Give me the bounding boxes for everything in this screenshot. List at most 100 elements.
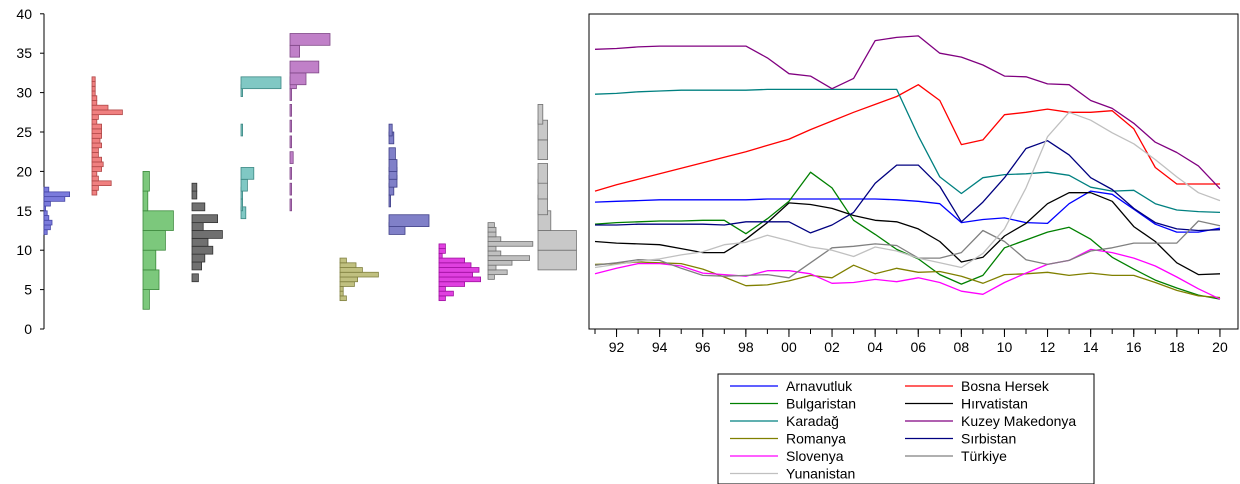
line-series-slovenya <box>594 248 1221 300</box>
histogram-bar <box>43 215 50 221</box>
histogram-bar <box>487 241 534 247</box>
x-tick-label: 14 <box>1083 339 1099 355</box>
histogram-bar <box>91 189 98 196</box>
histogram-bar <box>339 267 363 273</box>
histogram-bar <box>438 252 443 259</box>
line-series-turkiye <box>594 220 1221 279</box>
histogram-bar <box>487 260 513 266</box>
histogram-bar <box>240 206 247 220</box>
legend-item-bosna-hersek: Bosna Hersek <box>905 378 1050 394</box>
histogram-bar <box>388 214 430 227</box>
line-chart-frame <box>588 13 1239 330</box>
histogram-sirbistan <box>388 123 430 235</box>
histogram-bar <box>91 76 96 82</box>
histogram-bar <box>91 85 96 92</box>
histogram-bar <box>43 200 51 207</box>
histogram-y-tick-label: 20 <box>16 163 32 179</box>
histogram-bar <box>142 230 166 251</box>
legend-item-sirbistan: Sırbistan <box>905 431 1016 447</box>
legend-item-yunanistan: Yunanistan <box>730 466 855 482</box>
histogram-y-tick-label: 10 <box>16 242 32 258</box>
histogram-bar <box>91 161 104 168</box>
histogram-bar <box>289 182 293 196</box>
histogram-bar <box>91 81 96 87</box>
legend-box <box>717 373 1095 484</box>
legend-item-karadag: Karadağ <box>730 413 839 429</box>
histogram-bar <box>438 257 466 264</box>
x-tick-label: 00 <box>781 339 797 355</box>
histogram-bar <box>487 245 497 252</box>
histogram-bar <box>191 237 209 247</box>
histogram-bar <box>339 271 379 278</box>
histogram-y-tick-label: 35 <box>16 45 32 61</box>
histogram-bar <box>91 180 112 186</box>
legend-label: Arnavutluk <box>786 378 853 394</box>
histogram-karadag <box>240 76 282 220</box>
histogram-bar <box>142 269 160 290</box>
histogram-bar <box>142 170 150 192</box>
histogram-panel <box>43 33 577 310</box>
histogram-bar <box>537 230 577 251</box>
histogram-bar <box>339 286 344 292</box>
legend-label: Bosna Hersek <box>961 378 1050 394</box>
x-tick-label: 10 <box>997 339 1013 355</box>
histogram-kuzey-makedonya <box>289 33 331 212</box>
histogram-bar <box>191 190 198 200</box>
histogram-bar <box>438 281 466 287</box>
line-series-arnavutluk <box>594 190 1221 233</box>
histogram-bar <box>191 202 206 212</box>
legend-item-bulgaristan: Bulgaristan <box>730 396 856 412</box>
legend-label: Yunanistan <box>786 466 855 482</box>
histogram-bar <box>289 33 331 46</box>
histogram-bar <box>339 290 344 297</box>
histogram-bar <box>438 267 480 273</box>
histogram-hirvatistan <box>191 182 223 283</box>
histogram-bar <box>43 205 47 212</box>
histogram-bar <box>91 133 103 139</box>
line-series-bosna-hersek <box>594 84 1220 192</box>
histogram-bar <box>91 152 99 158</box>
x-tick-label: 16 <box>1126 339 1142 355</box>
histogram-bar <box>43 219 53 226</box>
histogram-bar <box>240 198 244 212</box>
x-tick-label: 02 <box>824 339 840 355</box>
histogram-bar <box>289 72 307 86</box>
histogram-bar <box>289 44 301 58</box>
legend-label: Türkiye <box>961 448 1007 464</box>
histogram-y-tick-label: 40 <box>16 6 32 22</box>
histogram-bar <box>487 264 497 271</box>
x-tick-label: 12 <box>1040 339 1056 355</box>
histogram-bar <box>438 271 473 278</box>
histogram-bar <box>91 142 103 149</box>
histogram-bar <box>43 224 51 231</box>
histogram-yunanistan <box>537 104 577 271</box>
histogram-bar <box>339 257 347 264</box>
histogram-bar <box>487 222 495 228</box>
histogram-bar <box>142 249 157 271</box>
histogram-bosna-hersek <box>91 76 123 196</box>
histogram-bar <box>289 104 293 117</box>
legend-label: Slovenya <box>786 448 844 464</box>
histogram-bar <box>91 109 123 116</box>
histogram-bar <box>142 289 150 310</box>
histogram-y-tick-label: 25 <box>16 124 32 140</box>
histogram-arnavutluk <box>43 186 71 235</box>
legend-item-arnavutluk: Arnavutluk <box>730 378 853 394</box>
histogram-bar <box>91 170 98 177</box>
histogram-bar <box>91 118 98 125</box>
histogram-bar <box>438 290 454 297</box>
histogram-y-tick-label: 5 <box>24 282 32 298</box>
histogram-bar <box>289 167 293 180</box>
histogram-bar <box>487 269 508 276</box>
legend: Arnavutluk Bosna Hersek Bulgaristan Hırvati… <box>717 373 1095 484</box>
histogram-bar <box>537 104 544 125</box>
histogram-bar <box>388 159 398 172</box>
histogram-y-axis: 0 5 10 15 20 25 30 35 40 <box>16 6 45 337</box>
legend-label: Romanya <box>786 431 846 447</box>
histogram-slovenya <box>438 243 481 302</box>
histogram-bar <box>191 273 199 283</box>
x-tick-label: 94 <box>652 339 668 355</box>
histogram-bar <box>388 123 393 137</box>
x-tick-label: 08 <box>954 339 970 355</box>
line-chart-series <box>594 35 1221 300</box>
